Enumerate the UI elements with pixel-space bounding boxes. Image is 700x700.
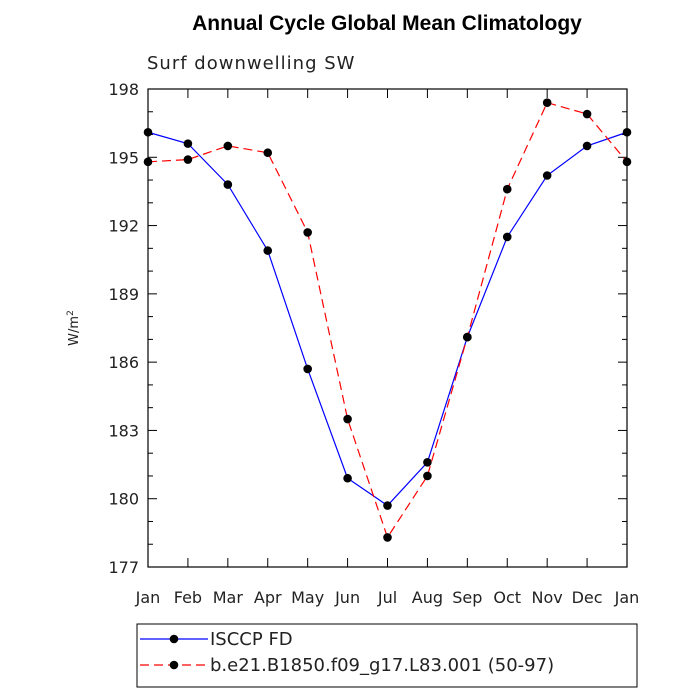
y-tick-label: 192 [108, 217, 139, 236]
x-tick-label: Jan [135, 588, 161, 607]
y-axis-ticks: 177 180 183 186 189 192 195 198 [108, 80, 627, 577]
data-point [303, 228, 312, 237]
x-tick-label: Dec [572, 588, 603, 607]
legend-marker-1 [169, 634, 179, 644]
legend-label-2: b.e21.B1850.f09_g17.L83.001 (50-97) [210, 655, 554, 676]
series-line-2 [147, 101, 628, 539]
legend: ISCCP FD b.e21.B1850.f09_g17.L83.001 (50-… [136, 623, 638, 688]
data-point [622, 127, 632, 137]
x-tick-label: Jul [377, 588, 397, 607]
data-point [582, 141, 592, 151]
data-point [383, 501, 392, 510]
y-tick-label: 177 [108, 558, 139, 577]
y-axis-label: W/m2 [66, 310, 82, 346]
data-point [582, 109, 592, 119]
data-point [183, 155, 193, 164]
data-point [183, 139, 193, 148]
data-point [502, 184, 512, 194]
data-point [622, 157, 632, 167]
data-point [463, 332, 472, 342]
data-point [223, 180, 233, 189]
legend-marker-2 [169, 660, 179, 670]
data-point [143, 157, 153, 167]
x-tick-label: Aug [412, 588, 443, 607]
series-line-1 [147, 131, 628, 507]
y-tick-label: 198 [108, 80, 139, 99]
x-tick-label: Sep [452, 588, 482, 607]
x-tick-label: Apr [254, 588, 282, 607]
y-tick-label: 195 [108, 148, 139, 167]
chart-subtitle: Surf downwelling SW [147, 53, 355, 74]
data-point [343, 473, 352, 483]
data-point [343, 414, 352, 424]
data-point [383, 533, 392, 542]
data-point [423, 457, 432, 467]
y-tick-label: 180 [108, 490, 139, 509]
data-point [542, 171, 552, 180]
x-tick-label: May [291, 588, 324, 607]
x-tick-label: Jan [614, 588, 640, 607]
y-axis-label-superscript: 2 [66, 310, 76, 316]
data-point [223, 141, 233, 151]
y-axis-label-text: W/m [67, 316, 82, 346]
y-tick-label: 186 [108, 353, 139, 372]
series-layer [143, 98, 632, 542]
y-tick-label: 183 [108, 421, 139, 440]
data-point [303, 364, 312, 374]
data-point [263, 246, 273, 255]
x-tick-label: Nov [532, 588, 563, 607]
legend-box [136, 623, 638, 688]
plot-frame [147, 88, 628, 568]
legend-label-1: ISCCP FD [210, 629, 293, 650]
x-tick-label: Mar [213, 588, 244, 607]
data-point [542, 98, 552, 107]
x-tick-label: Feb [174, 588, 202, 607]
chart-title: Annual Cycle Global Mean Climatology [192, 12, 582, 35]
data-point [143, 127, 153, 137]
x-tick-label: Oct [493, 588, 521, 607]
x-tick-label: Jun [334, 588, 360, 607]
data-point [423, 471, 432, 481]
data-point [263, 148, 273, 158]
data-point [502, 232, 512, 242]
x-axis-ticks: Jan Feb Mar Apr May Jun Jul Aug Sep Oct Nov Dec Jan [135, 89, 640, 607]
y-tick-label: 189 [108, 285, 139, 304]
